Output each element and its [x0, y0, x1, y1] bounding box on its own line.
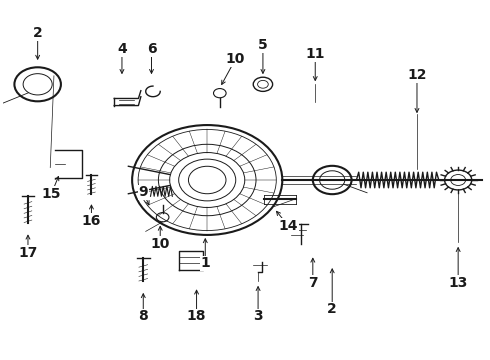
Text: 9: 9 [139, 185, 148, 199]
Text: 3: 3 [253, 310, 263, 324]
Text: 10: 10 [150, 237, 170, 251]
Text: 10: 10 [225, 53, 245, 67]
Text: 2: 2 [33, 26, 43, 40]
Text: 4: 4 [117, 42, 127, 56]
Text: 14: 14 [279, 219, 298, 233]
Text: 18: 18 [187, 310, 206, 324]
Text: 6: 6 [147, 42, 156, 56]
Text: 1: 1 [200, 256, 210, 270]
Text: 13: 13 [448, 276, 468, 290]
Text: 15: 15 [42, 187, 61, 201]
Text: 12: 12 [407, 68, 427, 82]
Text: 11: 11 [305, 47, 325, 61]
Text: 17: 17 [18, 246, 38, 260]
Text: 5: 5 [258, 38, 268, 52]
Text: 8: 8 [138, 310, 148, 324]
Text: 2: 2 [327, 302, 337, 316]
Text: 7: 7 [308, 276, 318, 290]
Text: 16: 16 [82, 214, 101, 228]
